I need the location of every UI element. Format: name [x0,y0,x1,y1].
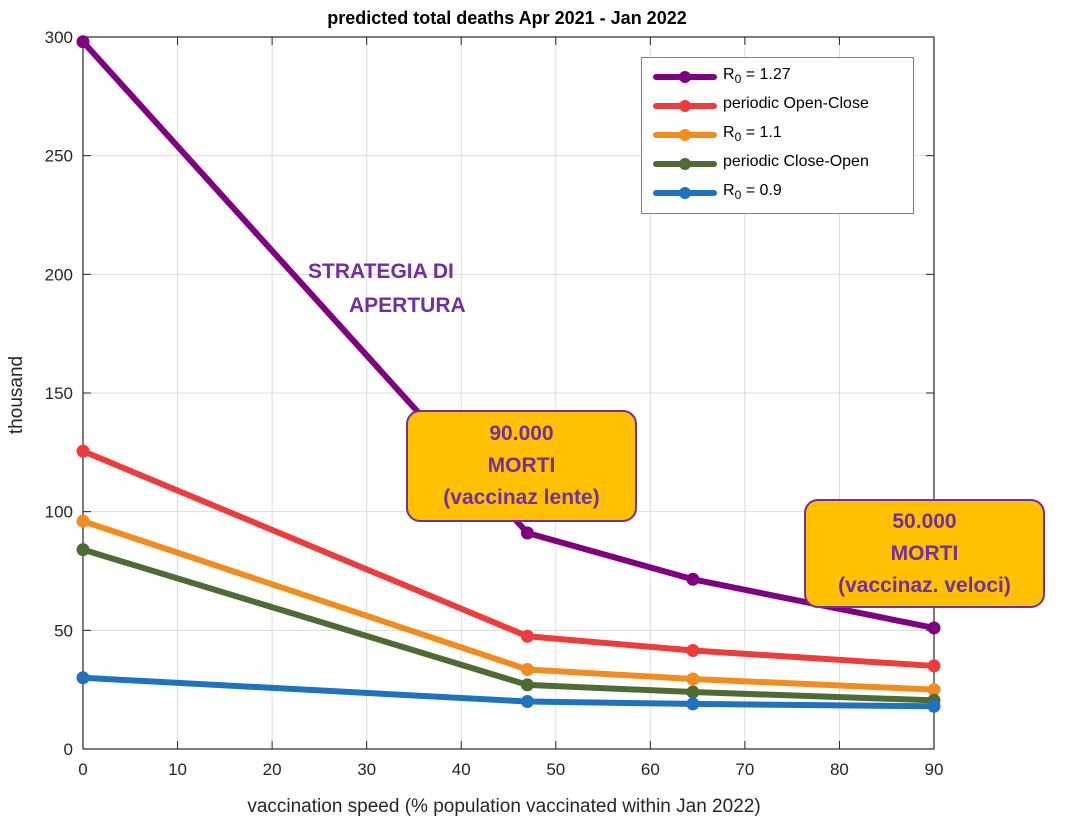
legend-swatch-marker [679,187,691,199]
series-r0-1-1 [76,514,941,697]
legend-item: periodic Open-Close [642,93,913,119]
y-tick-label: 200 [45,265,73,284]
series-line-r0-1-1 [80,518,937,693]
x-tick-label: 0 [78,760,87,779]
data-point [927,683,941,697]
y-axis-label: thousand [6,356,27,434]
y-tick-label: 150 [45,384,73,403]
series-line-r0-0-9 [80,674,937,710]
legend-item: R0 = 0.9 [642,180,913,206]
callout-slow-vaccination: 90.000 MORTI (vaccinaz lente) [406,410,637,522]
legend-label: R0 = 0.9 [723,182,782,202]
series-periodic-close-open [76,543,941,707]
legend-label-rest: = 0.9 [741,182,782,199]
legend-swatch [653,158,717,170]
axis-ticks: 0 10 20 30 40 50 60 70 80 90 0 50 100 150 200 250 300 [45,28,944,779]
data-point [520,678,534,692]
data-point [927,659,941,673]
callout-slow-note: (vaccinaz lente) [443,486,600,509]
data-point [520,695,534,709]
strategy-line-2: APERTURA [349,294,466,317]
x-axis-label: vaccination speed (% population vaccinat… [247,796,760,817]
legend-label-subscript: 0 [734,130,742,145]
data-point [520,629,534,643]
legend-swatch [653,187,717,199]
y-tick-label: 250 [45,147,73,166]
legend-label-rest: = 1.27 [741,66,791,83]
x-tick-label: 70 [735,760,754,779]
data-point [76,543,90,557]
series-periodic-open-close [76,444,941,673]
legend-swatch-marker [679,129,691,141]
legend-label-main: R [723,182,735,199]
callout-fast-note: (vaccinaz. veloci) [838,573,1011,597]
strategy-annotation: STRATEGIA DI APERTURA [308,255,466,323]
legend-label: R0 = 1.1 [723,124,782,144]
data-point [520,526,534,540]
data-point [76,671,90,685]
data-point [686,685,700,699]
callout-fast-vaccination: 50.000 MORTI (vaccinaz. veloci) [804,499,1045,608]
x-tick-label: 40 [452,760,471,779]
data-point [686,697,700,711]
x-tick-label: 50 [546,760,565,779]
data-point [686,572,700,586]
legend-label-rest: = 1.1 [741,124,782,141]
legend: R0 = 1.27 periodic Open-Close R0 = 1.1 peri… [641,57,914,214]
legend-swatch-marker [679,100,691,112]
y-tick-label: 300 [45,28,73,47]
legend-item: R0 = 1.1 [642,122,913,148]
legend-label-main: R [723,124,735,141]
x-tick-label: 60 [641,760,660,779]
callout-fast-deaths: 50.000 [892,509,957,533]
legend-swatch [653,129,717,141]
data-point [520,662,534,676]
legend-label-subscript: 0 [734,72,742,87]
series-r0-0-9 [76,671,941,713]
legend-swatch-marker [679,71,691,83]
legend-label: periodic Open-Close [723,95,869,113]
callout-slow-label: MORTI [487,454,556,477]
series-line-periodic-close-open [80,546,937,704]
data-point [76,444,90,458]
legend-label-main: periodic Open-Close [723,95,869,112]
legend-swatch [653,71,717,83]
callout-slow-deaths: 90.000 [489,422,554,445]
y-tick-label: 0 [64,740,73,759]
data-point [686,644,700,658]
legend-label-main: periodic Close-Open [723,153,869,170]
x-tick-label: 80 [830,760,849,779]
legend-label-main: R [723,66,735,83]
chart-title: predicted total deaths Apr 2021 - Jan 20… [327,8,686,28]
data-point [927,699,941,713]
strategy-line-1: STRATEGIA DI [308,260,454,283]
data-point [686,672,700,686]
legend-swatch [653,100,717,112]
legend-swatch-marker [679,158,691,170]
x-tick-label: 20 [263,760,282,779]
legend-label: periodic Close-Open [723,153,869,171]
x-tick-label: 30 [357,760,376,779]
data-point [76,35,90,49]
legend-item: R0 = 1.27 [642,64,913,90]
series-line-periodic-open-close [80,448,937,669]
data-point [76,514,90,528]
legend-label-subscript: 0 [734,188,742,203]
y-tick-label: 50 [54,621,73,640]
y-tick-label: 100 [45,503,73,522]
callout-fast-label: MORTI [890,541,959,565]
x-tick-label: 90 [925,760,944,779]
data-point [927,621,941,635]
legend-item: periodic Close-Open [642,151,913,177]
x-tick-label: 10 [168,760,187,779]
legend-label: R0 = 1.27 [723,66,791,86]
